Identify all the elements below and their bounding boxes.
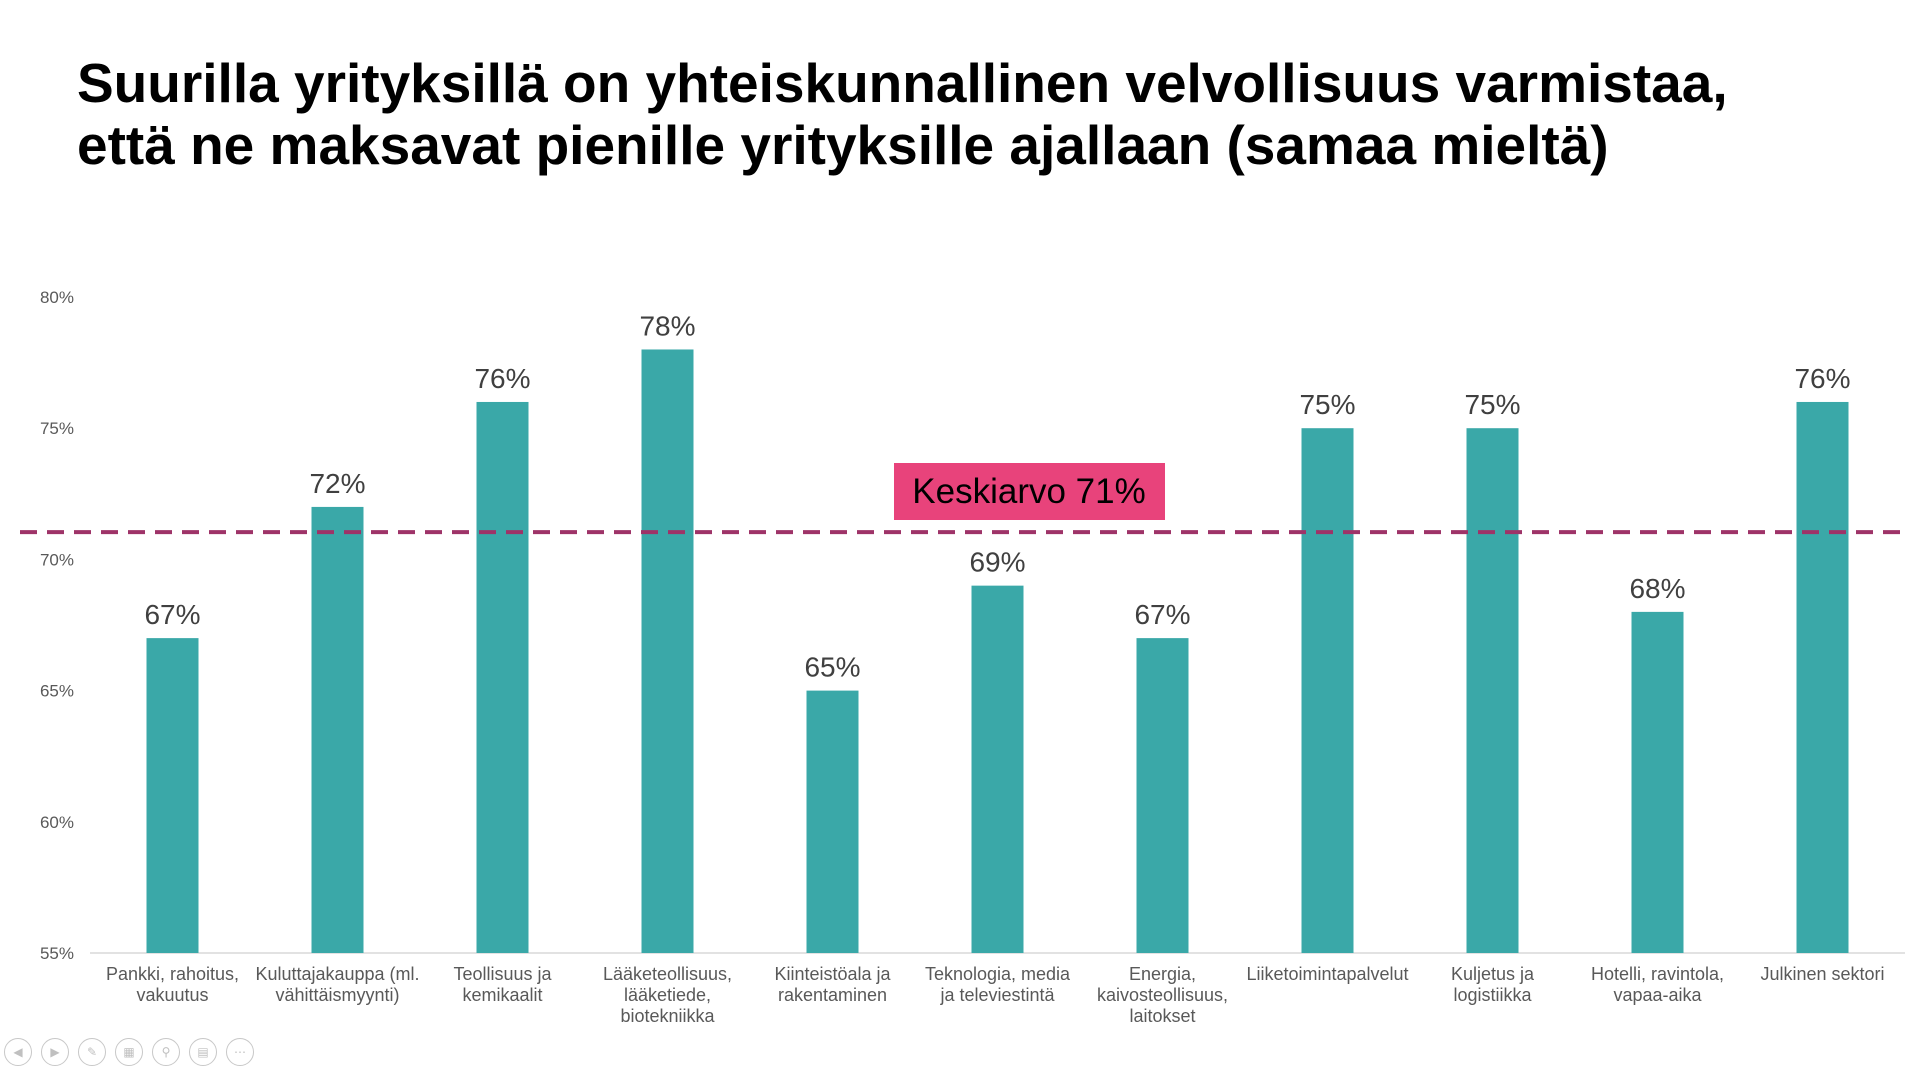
- bar: [311, 506, 364, 953]
- prev-icon[interactable]: ◀: [4, 1038, 32, 1066]
- bar: [1631, 611, 1684, 953]
- category-label: Teollisuus ja kemikaalit: [453, 964, 552, 1005]
- subtitles-icon[interactable]: ▤: [189, 1038, 217, 1066]
- data-labels: 67% 72% 76% 78% 65% 69% 67% 75% 75% 68% 76%: [144, 310, 1850, 682]
- category-label: Lääketeollisuus, lääketiede, biotekniikka: [603, 964, 732, 1026]
- category-label: Kuluttajakauppa (ml. vähittäismyynti): [255, 964, 419, 1005]
- bar: [1301, 428, 1354, 953]
- slide-title-line-1: Suurilla yrityksillä on yhteiskunnalline…: [77, 52, 1728, 114]
- bar: [1136, 638, 1189, 953]
- presentation-toolbar: ◀ ▶ ✎ ▦ ⚲ ▤ ⋯: [4, 1038, 254, 1066]
- average-marker: Keskiarvo 71%: [20, 463, 1908, 535]
- bar: [1466, 428, 1519, 953]
- category-label: Julkinen sektori: [1760, 964, 1884, 984]
- bar: [641, 349, 694, 954]
- data-label: 75%: [1464, 389, 1520, 420]
- slide-title: Suurilla yrityksillä on yhteiskunnalline…: [77, 52, 1857, 176]
- pen-icon[interactable]: ✎: [78, 1038, 106, 1066]
- data-label: 68%: [1629, 573, 1685, 604]
- category-label: Teknologia, media ja televiestintä: [925, 964, 1071, 1005]
- data-label: 65%: [804, 652, 860, 683]
- data-label: 78%: [639, 310, 695, 341]
- category-label: Kuljetus ja logistiikka: [1451, 964, 1535, 1005]
- bar: [146, 638, 199, 953]
- slide-title-line-2: että ne maksavat pienille yrityksille aj…: [77, 114, 1609, 176]
- bars: [146, 349, 1849, 954]
- zoom-icon[interactable]: ⚲: [152, 1038, 180, 1066]
- bar: [806, 690, 859, 953]
- data-label: 75%: [1299, 389, 1355, 420]
- category-label: Pankki, rahoitus, vakuutus: [106, 964, 239, 1005]
- category-label: Kiinteistöala ja rakentaminen: [774, 964, 891, 1005]
- data-label: 67%: [1134, 599, 1190, 630]
- y-tick-label: 55%: [40, 944, 74, 963]
- data-label: 69%: [969, 547, 1025, 578]
- category-label: Energia, kaivosteollisuus, laitokset: [1097, 964, 1228, 1026]
- y-tick-label: 75%: [40, 419, 74, 438]
- slides-icon[interactable]: ▦: [115, 1038, 143, 1066]
- data-label: 67%: [144, 599, 200, 630]
- category-label: Hotelli, ravintola, vapaa-aika: [1591, 964, 1724, 1005]
- data-label: 76%: [1794, 363, 1850, 394]
- bar: [1796, 401, 1849, 954]
- y-tick-label: 60%: [40, 813, 74, 832]
- average-label: Keskiarvo 71%: [912, 472, 1145, 511]
- y-tick-label: 80%: [40, 288, 74, 307]
- bar: [476, 401, 529, 954]
- category-labels: Pankki, rahoitus, vakuutus Kuluttajakauppa…: [106, 964, 1885, 1026]
- more-icon[interactable]: ⋯: [226, 1038, 254, 1066]
- data-label: 76%: [474, 363, 530, 394]
- y-tick-label: 65%: [40, 682, 74, 701]
- next-icon[interactable]: ▶: [41, 1038, 69, 1066]
- bar: [971, 585, 1024, 953]
- y-tick-label: 70%: [40, 550, 74, 569]
- average-label-box: [894, 463, 1165, 520]
- category-label: Liiketoimintapalvelut: [1246, 964, 1408, 984]
- data-label: 72%: [309, 468, 365, 499]
